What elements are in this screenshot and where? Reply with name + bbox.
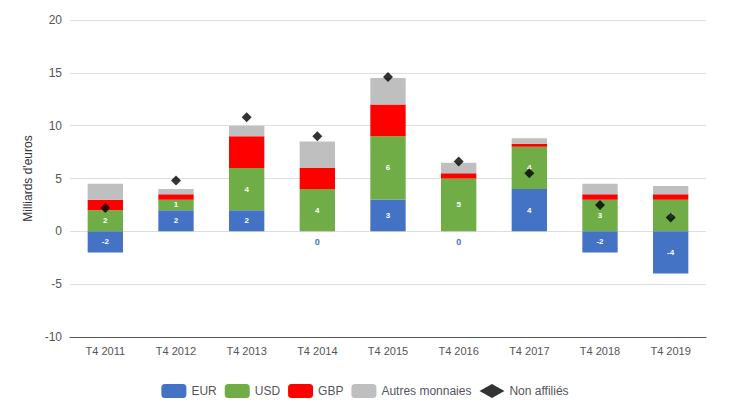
- svg-text:2: 2: [103, 216, 108, 225]
- svg-text:T4 2016: T4 2016: [438, 345, 478, 357]
- svg-text:T4 2018: T4 2018: [580, 345, 620, 357]
- svg-text:5: 5: [55, 172, 62, 186]
- svg-text:USD: USD: [255, 384, 281, 398]
- svg-text:6: 6: [386, 163, 391, 172]
- svg-text:5: 5: [456, 200, 461, 209]
- svg-text:Autres monnaies: Autres monnaies: [381, 384, 471, 398]
- svg-text:-4: -4: [667, 248, 675, 257]
- svg-text:0: 0: [456, 237, 461, 247]
- svg-text:15: 15: [49, 66, 63, 80]
- svg-text:0: 0: [315, 237, 320, 247]
- svg-text:0: 0: [55, 224, 62, 238]
- svg-text:-2: -2: [102, 237, 110, 246]
- svg-text:3: 3: [386, 211, 391, 220]
- svg-text:T4 2011: T4 2011: [86, 345, 126, 357]
- svg-text:Non affiliés: Non affiliés: [509, 384, 568, 398]
- svg-text:20: 20: [49, 13, 63, 27]
- svg-text:3: 3: [598, 211, 603, 220]
- svg-text:4: 4: [244, 185, 249, 194]
- svg-text:-10: -10: [45, 330, 63, 344]
- svg-text:T4 2019: T4 2019: [650, 345, 690, 357]
- svg-text:4: 4: [527, 206, 532, 215]
- svg-text:EUR: EUR: [191, 384, 217, 398]
- svg-text:2: 2: [174, 216, 179, 225]
- svg-text:T4 2014: T4 2014: [297, 345, 337, 357]
- svg-text:T4 2012: T4 2012: [156, 345, 196, 357]
- svg-text:GBP: GBP: [318, 384, 343, 398]
- svg-text:4: 4: [315, 206, 320, 215]
- svg-text:T4 2015: T4 2015: [368, 345, 408, 357]
- svg-text:4: 4: [527, 163, 532, 173]
- svg-text:Milliards d'euros: Milliards d'euros: [21, 135, 35, 221]
- svg-text:-5: -5: [51, 277, 62, 291]
- svg-text:1: 1: [174, 200, 179, 209]
- svg-text:T4 2013: T4 2013: [226, 345, 266, 357]
- svg-text:10: 10: [49, 119, 63, 133]
- svg-text:T4 2017: T4 2017: [509, 345, 549, 357]
- svg-text:-2: -2: [596, 237, 604, 246]
- svg-text:2: 2: [244, 216, 249, 225]
